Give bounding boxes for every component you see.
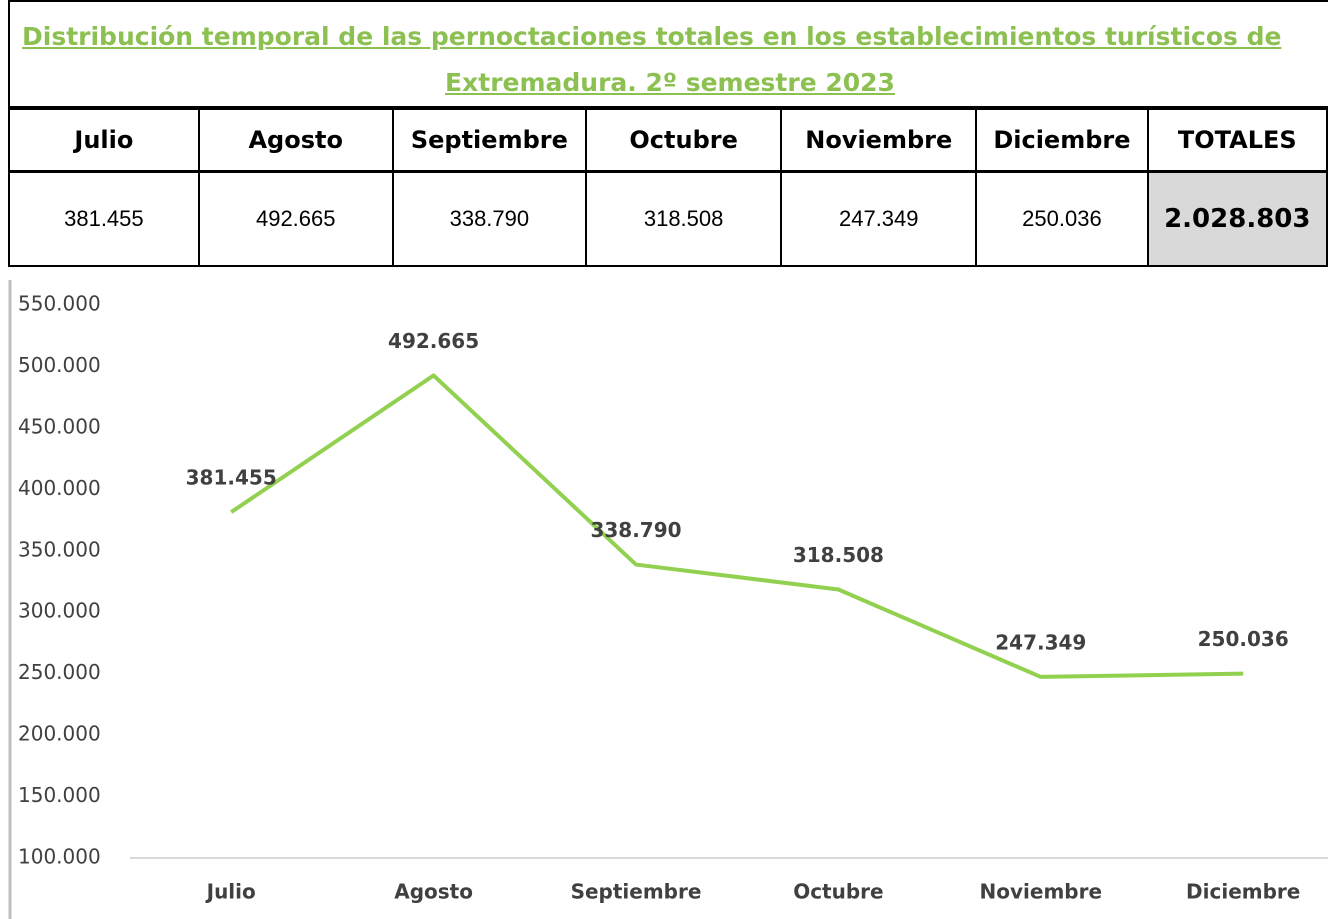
table: Julio Agosto Septiembre Octubre Noviembre Dic… bbox=[8, 106, 1328, 267]
x-tick-label: Agosto bbox=[394, 880, 473, 904]
x-tick-label: Septiembre bbox=[571, 880, 702, 904]
y-tick-label: 150.000 bbox=[18, 783, 101, 807]
x-tick-label: Julio bbox=[205, 880, 256, 904]
data-label: 492.665 bbox=[388, 329, 479, 353]
cell: 338.790 bbox=[391, 170, 588, 267]
header-cell: Septiembre bbox=[391, 106, 588, 173]
title: Extremadura. 2º semestre 2023 bbox=[445, 68, 895, 97]
title: Distribución temporal de las pernoctacio… bbox=[22, 22, 1282, 51]
line bbox=[230, 373, 1244, 679]
y-tick-label: 350.000 bbox=[18, 537, 101, 561]
x-tick-label: Diciembre bbox=[1186, 880, 1300, 904]
header-cell: Agosto bbox=[197, 106, 394, 173]
data-label: 338.790 bbox=[590, 518, 681, 542]
header-cell: Julio bbox=[8, 106, 200, 173]
y-tick-label: 100.000 bbox=[18, 845, 101, 869]
cell: 247.349 bbox=[780, 170, 978, 267]
y-tick-label: 400.000 bbox=[18, 476, 101, 500]
x-tick-label: Noviembre bbox=[980, 880, 1103, 904]
title-box: Distribución temporal de las pernoctacio… bbox=[8, 0, 1328, 106]
y-tick-label: 300.000 bbox=[18, 599, 101, 623]
header-cell: Noviembre bbox=[780, 106, 978, 173]
cell: 492.665 bbox=[197, 170, 394, 267]
data-label: 247.349 bbox=[995, 630, 1086, 654]
y-tick-label: 450.000 bbox=[18, 414, 101, 438]
header-cell: Octubre bbox=[584, 106, 783, 173]
cell: 2.028.803 bbox=[1146, 170, 1328, 267]
y-tick-label: 250.000 bbox=[18, 660, 101, 684]
header-cell: Diciembre bbox=[975, 106, 1149, 173]
header-cell: TOTALES bbox=[1146, 106, 1328, 173]
data-label: 250.036 bbox=[1198, 627, 1289, 651]
cell: 318.508 bbox=[584, 170, 783, 267]
y-tick-label: 200.000 bbox=[18, 722, 101, 746]
x-tick-label: Octubre bbox=[793, 880, 883, 904]
header-row: Julio Agosto Septiembre Octubre Noviembre Dic… bbox=[8, 106, 1328, 173]
data-label: 318.508 bbox=[793, 543, 884, 567]
y-tick-label: 500.000 bbox=[18, 353, 101, 377]
data-row: 381.455 492.665 338.790 318.508 247.349 250.0… bbox=[8, 170, 1328, 267]
cell: 381.455 bbox=[8, 170, 200, 267]
cell: 250.036 bbox=[975, 170, 1149, 267]
y-tick-label: 550.000 bbox=[18, 292, 101, 316]
data-label: 381.455 bbox=[186, 466, 277, 490]
